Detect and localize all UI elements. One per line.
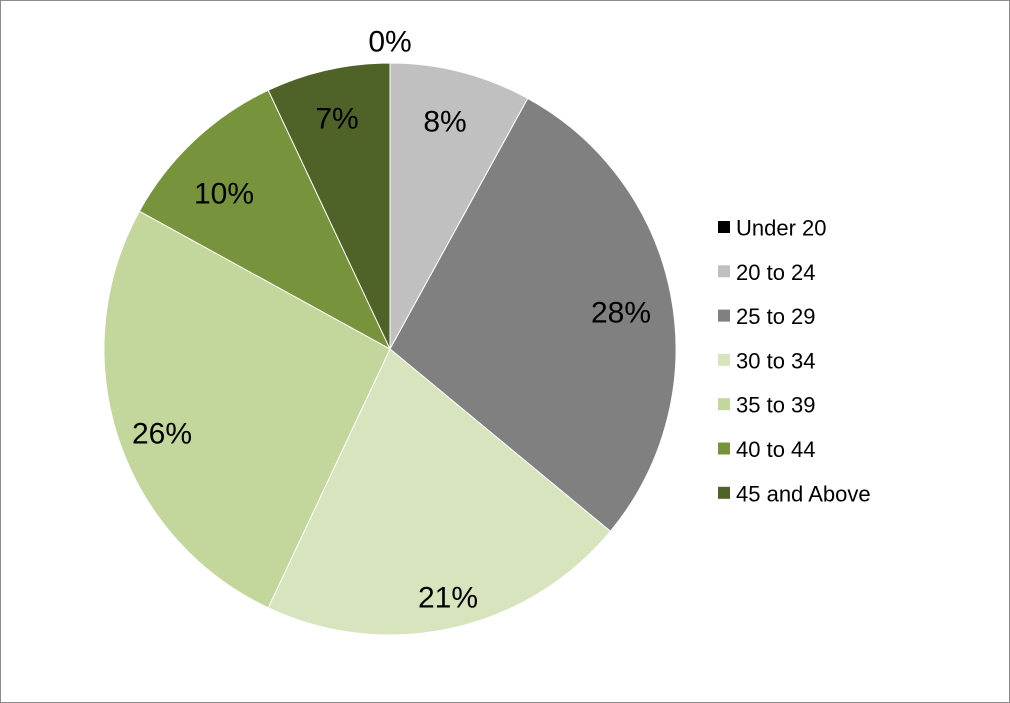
legend-label-25-to-29: 25 to 29 [736,304,816,329]
data-label-under-20: 0% [368,26,411,59]
legend-swatch-45-and-above [718,486,730,499]
legend-label-20-to-24: 20 to 24 [736,260,816,285]
legend-label-30-to-34: 30 to 34 [736,348,816,373]
legend-swatch-under-20 [718,221,730,233]
data-label-25-to-29: 28% [591,297,651,330]
pie-slice-25-to-29 [389,97,677,533]
legend: Under 20 20 to 24 25 to 29 30 to 34 35 to 39… [718,216,871,506]
legend-swatch-20-to-24 [718,265,730,278]
data-label-30-to-34: 21% [418,582,478,615]
data-label-40-to-44: 10% [194,178,254,211]
data-label-20-to-24: 8% [423,106,466,139]
legend-swatch-25-to-29 [718,309,730,322]
pie-data-labels: 0% 8% 28% 21% 26% 10% 7% [132,26,651,615]
legend-swatch-35-to-39 [718,398,730,411]
legend-swatch-40-to-44 [718,442,730,455]
pie-slice-40-to-44 [138,89,392,351]
legend-label-45-and-above: 45 and Above [736,481,871,506]
legend-swatch-30-to-34 [718,353,730,366]
pie-slice-35-to-39 [103,210,391,609]
pie-slice-30-to-34 [267,348,612,636]
data-label-45-and-above: 7% [315,103,358,136]
pie-slice-45-and-above [267,62,391,350]
legend-label-40-to-44: 40 to 44 [736,437,816,462]
legend-label-35-to-39: 35 to 39 [736,393,816,418]
data-label-35-to-39: 26% [132,418,192,451]
legend-label-under-20: Under 20 [736,216,827,241]
pie-slice-20-to-24 [389,62,529,350]
pie-slices [103,62,677,636]
